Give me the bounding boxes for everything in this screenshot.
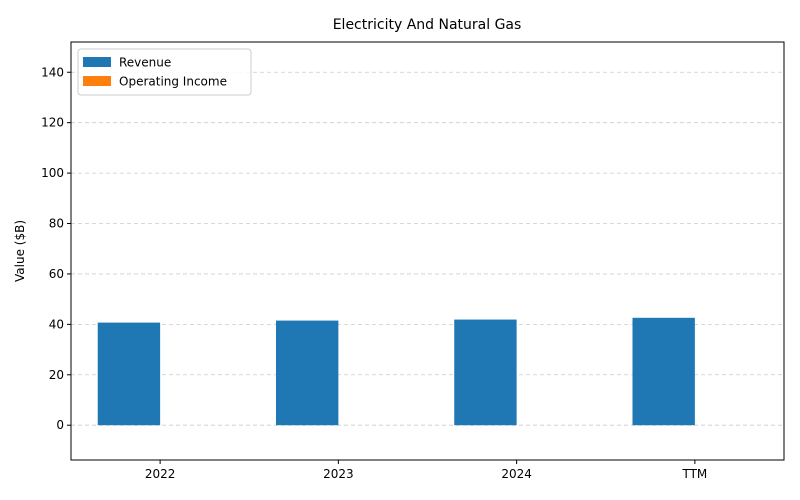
y-tick-label: 80: [49, 217, 64, 231]
x-tick-label: TTM: [681, 467, 707, 481]
y-tick-label: 0: [56, 418, 64, 432]
y-tick-label: 140: [41, 65, 64, 79]
plot-frame: [70, 41, 785, 461]
bar-revenue: [275, 320, 339, 426]
bar-revenue: [632, 317, 695, 426]
legend-swatch: [83, 57, 111, 67]
chart-title: Electricity And Natural Gas: [333, 17, 522, 33]
legend-label: Operating Income: [119, 75, 227, 89]
y-tick-label: 120: [41, 116, 64, 130]
legend-label: Revenue: [119, 56, 171, 70]
x-tick-label: 2024: [501, 467, 532, 481]
x-tick-label: 2022: [145, 467, 176, 481]
x-tick-label: 2023: [323, 467, 354, 481]
bars: [97, 317, 695, 426]
y-axis-title: Value ($B): [13, 220, 27, 282]
bar-revenue: [97, 322, 161, 426]
legend-box: [77, 48, 252, 96]
bar-revenue: [454, 319, 517, 426]
legend: Revenue Operating Income: [77, 48, 252, 96]
y-tick-label: 100: [41, 166, 64, 180]
y-tick-label: 40: [49, 317, 64, 331]
y-axis-ticks: 0 20 40 60 80 100 120 140: [41, 65, 71, 432]
y-tick-label: 60: [49, 267, 64, 281]
legend-swatch: [83, 76, 111, 86]
y-tick-label: 20: [49, 368, 64, 382]
x-axis-ticks: 2022 2023 2024 TTM: [145, 460, 707, 481]
